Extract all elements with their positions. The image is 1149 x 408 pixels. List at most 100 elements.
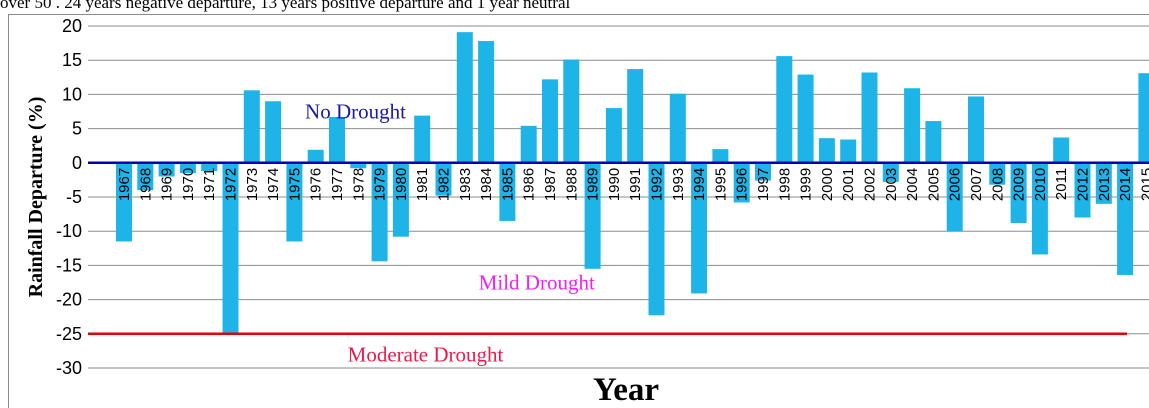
x-tick-label: 1978: [350, 168, 367, 201]
x-tick-label: 2010: [1032, 168, 1049, 201]
x-tick-label: 1996: [734, 168, 751, 201]
x-tick-label: 1993: [670, 168, 687, 201]
x-tick-label: 1987: [542, 168, 559, 201]
zone-annotations: No Drought Moderate Drought Mild Drought: [305, 100, 595, 367]
bar: [1010, 162, 1027, 223]
x-tick-label: 1986: [521, 168, 538, 201]
bar: [1074, 162, 1091, 218]
bar: [116, 162, 132, 242]
bar: [733, 162, 750, 203]
bar: [1138, 73, 1149, 163]
reference-lines: [88, 161, 1149, 336]
x-tick-label: 2003: [883, 168, 900, 201]
x-tick-label: 1990: [606, 168, 623, 201]
bar: [520, 125, 537, 163]
bar: [818, 138, 835, 163]
x-tick-label: 2009: [1011, 168, 1028, 201]
no-drought-label: No Drought: [305, 100, 406, 124]
x-tick-label: 1972: [223, 168, 240, 201]
bar: [1095, 162, 1112, 204]
bar: [329, 116, 345, 163]
bar: [989, 162, 1006, 185]
x-tick-label: 1989: [585, 168, 602, 201]
y-tick-label: 0: [72, 153, 82, 173]
bar: [499, 162, 516, 221]
mild-drought-label: Mild Drought: [479, 271, 595, 295]
bar: [286, 162, 303, 242]
x-tick-label: 1984: [478, 168, 495, 201]
figure-caption: over 50 . 24 years negative departure, 1…: [0, 0, 571, 12]
bar: [755, 162, 771, 181]
chart-frame: [8, 14, 1149, 408]
x-tick-label: 2012: [1075, 168, 1092, 201]
bar: [350, 162, 367, 169]
x-tick-label: 2000: [819, 168, 836, 201]
y-tick-label: 5: [72, 119, 82, 139]
bar: [243, 90, 260, 163]
bar: [137, 162, 154, 191]
y-tick-label: 10: [62, 84, 82, 104]
y-tick-label: -30: [56, 358, 82, 378]
x-tick-label: 1969: [159, 168, 176, 201]
x-tick-label: 1994: [691, 168, 708, 201]
bar: [584, 162, 601, 269]
bar: [1117, 162, 1134, 275]
x-tick-label: 2007: [968, 168, 985, 201]
y-tick-label: -5: [66, 187, 82, 207]
x-tick-label: 1995: [712, 168, 729, 201]
x-tick-label: 1981: [414, 168, 431, 201]
gridlines: [88, 25, 1149, 369]
x-axis-ticks: 1967 1968 1969 1970 1971 1972 1973 1974 1975 1976…: [116, 168, 1149, 201]
x-tick-label: 2001: [840, 168, 857, 201]
bar: [414, 115, 431, 163]
bar: [776, 56, 793, 163]
y-tick-label: -25: [56, 324, 82, 344]
x-tick-label: 1979: [372, 168, 389, 201]
bar: [904, 88, 921, 163]
bar-series: [116, 32, 1149, 334]
x-tick-label: 1974: [265, 168, 282, 201]
x-tick-label: 1997: [755, 168, 772, 201]
bar: [797, 74, 814, 163]
bar: [882, 162, 899, 182]
x-tick-label: 1970: [180, 168, 197, 201]
x-tick-label: 1976: [308, 168, 325, 201]
bar: [456, 32, 473, 163]
y-tick-label: 20: [62, 16, 82, 36]
bar: [946, 162, 963, 232]
bar: [371, 162, 388, 262]
x-tick-label: 1980: [393, 168, 410, 201]
x-tick-label: 2015: [1138, 168, 1149, 201]
bar: [1053, 137, 1070, 163]
bar: [925, 121, 942, 163]
x-tick-label: 1998: [776, 168, 793, 201]
bar: [307, 149, 324, 163]
bar: [669, 93, 686, 163]
bar: [605, 108, 622, 163]
y-tick-label: -10: [56, 221, 82, 241]
bar: [392, 162, 409, 237]
y-tick-label: 15: [62, 50, 82, 70]
x-tick-label: 1982: [436, 168, 453, 201]
bar: [179, 162, 196, 174]
x-tick-label: 1999: [798, 168, 815, 201]
x-tick-label: 1968: [137, 168, 154, 201]
y-tick-label: -20: [56, 290, 82, 310]
x-tick-label: 1992: [649, 168, 666, 201]
x-tick-label: 1973: [244, 168, 261, 201]
x-tick-label: 2005: [925, 168, 942, 201]
bar: [222, 162, 239, 334]
y-tick-label: -15: [56, 255, 82, 275]
bar: [158, 162, 175, 177]
bar: [542, 79, 558, 163]
y-axis-label: Rainfall Departure (%): [25, 97, 47, 298]
bar: [201, 162, 218, 172]
x-tick-label: 1988: [563, 168, 580, 201]
x-tick-label: 2013: [1096, 168, 1113, 201]
bar: [968, 96, 984, 163]
bar: [1031, 162, 1048, 255]
x-tick-label: 2006: [947, 168, 964, 201]
x-tick-label: 2008: [989, 168, 1006, 201]
x-tick-label: 1983: [457, 168, 474, 201]
